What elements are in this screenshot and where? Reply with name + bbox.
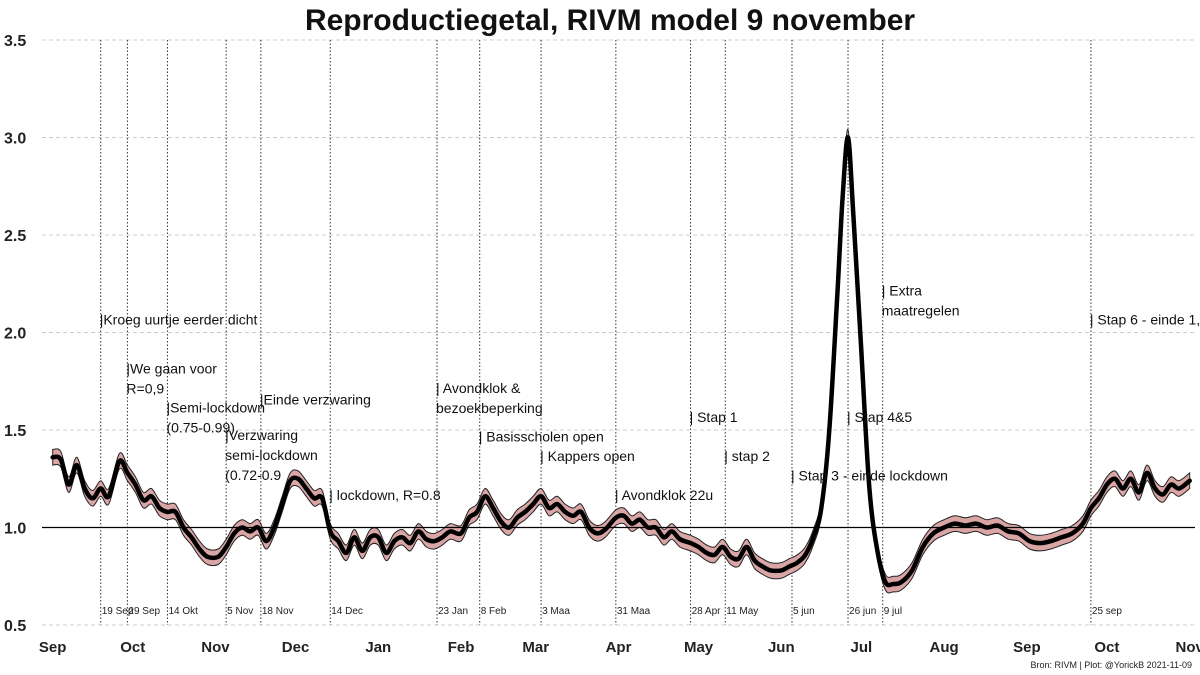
event-label: | Extra bbox=[882, 282, 922, 298]
event-label: | Stap 3 - einde lockdown bbox=[791, 468, 948, 484]
y-tick-label: 3.0 bbox=[4, 131, 26, 148]
event-date-label: 19 Sep bbox=[102, 606, 134, 617]
event-label: (0.75-0.99) bbox=[166, 419, 234, 435]
event-date-label: 28 Apr bbox=[692, 606, 722, 617]
event-label: | lockdown, R=0.8 bbox=[329, 487, 441, 503]
event-label: semi-lockdown bbox=[225, 447, 318, 463]
source-caption: Bron: RIVM | Plot: @YorickB 2021-11-09 bbox=[1030, 660, 1192, 670]
event-date-label: 29 Sep bbox=[128, 606, 160, 617]
y-tick-label: 2.5 bbox=[4, 228, 26, 245]
event-labels: |Kroeg uurtje eerder dicht |We gaan voor R… bbox=[100, 282, 1200, 503]
event-label: | Basisscholen open bbox=[479, 429, 604, 445]
event-date-label: 18 Nov bbox=[262, 606, 294, 617]
event-label: R=0,9 bbox=[126, 380, 164, 396]
x-tick-label: May bbox=[684, 639, 714, 656]
x-tick-label: Jan bbox=[365, 639, 391, 656]
event-date-label: 14 Dec bbox=[331, 606, 363, 617]
y-tick-label: 1.0 bbox=[4, 521, 26, 538]
event-date-label: 25 sep bbox=[1092, 606, 1122, 617]
event-date-label: 14 Okt bbox=[168, 606, 198, 617]
x-axis-ticks: Sep Oct Nov Dec Jan Feb Mar Apr May Jun Jul Aug Sep O… bbox=[39, 639, 1200, 656]
x-tick-label: Nov bbox=[201, 639, 230, 656]
x-tick-label: Apr bbox=[606, 639, 632, 656]
event-label: | Stap 1 bbox=[690, 409, 738, 425]
event-date-label: 8 Feb bbox=[481, 606, 507, 617]
event-label: | Stap 4&5 bbox=[847, 409, 912, 425]
event-label: |We gaan voor bbox=[126, 360, 217, 376]
x-tick-label: Sep bbox=[1013, 639, 1041, 656]
x-tick-label: Feb bbox=[448, 639, 475, 656]
x-tick-label: Nov bbox=[1175, 639, 1200, 656]
event-date-label: 11 May bbox=[726, 606, 758, 617]
event-date-label: 3 Maa bbox=[542, 606, 570, 617]
event-date-label: 23 Jan bbox=[438, 606, 468, 617]
event-label: |Kroeg uurtje eerder dicht bbox=[100, 312, 258, 328]
event-label: |Einde verzwaring bbox=[260, 392, 371, 408]
x-tick-label: Oct bbox=[1094, 639, 1119, 656]
x-tick-label: Oct bbox=[120, 639, 145, 656]
event-date-label: 9 jul bbox=[884, 606, 902, 617]
event-label: (0.72-0.9 bbox=[225, 467, 281, 483]
x-tick-label: Sep bbox=[39, 639, 67, 656]
event-date-label: 26 jun bbox=[849, 606, 876, 617]
event-label: | stap 2 bbox=[724, 448, 770, 464]
x-tick-label: Aug bbox=[930, 639, 959, 656]
y-tick-label: 3.5 bbox=[4, 33, 26, 50]
event-label: bezoekbeperking bbox=[436, 400, 543, 416]
event-label: |Semi-lockdown bbox=[166, 399, 265, 415]
event-label: | Avondklok 22u bbox=[615, 487, 713, 503]
chart-title: Reproductiegetal, RIVM model 9 november bbox=[305, 4, 915, 37]
event-label: | Kappers open bbox=[540, 448, 635, 464]
y-axis-ticks: 0.5 1.0 1.5 2.0 2.5 3.0 3.5 bbox=[4, 33, 26, 635]
event-date-label: 5 jun bbox=[793, 606, 815, 617]
y-tick-label: 0.5 bbox=[4, 618, 26, 635]
event-label: maatregelen bbox=[882, 302, 960, 318]
y-tick-label: 2.0 bbox=[4, 326, 26, 343]
event-date-label: 5 Nov bbox=[227, 606, 253, 617]
y-tick-label: 1.5 bbox=[4, 423, 26, 440]
x-tick-label: Jul bbox=[851, 639, 873, 656]
x-tick-label: Dec bbox=[282, 639, 310, 656]
x-tick-label: Jun bbox=[768, 639, 795, 656]
event-label: | Avondklok & bbox=[436, 380, 521, 396]
event-date-label: 31 Maa bbox=[617, 606, 651, 617]
event-label: |Verzwaring bbox=[225, 427, 298, 443]
x-tick-label: Mar bbox=[522, 639, 549, 656]
event-label: | Stap 6 - einde 1,5m bbox=[1090, 312, 1200, 328]
